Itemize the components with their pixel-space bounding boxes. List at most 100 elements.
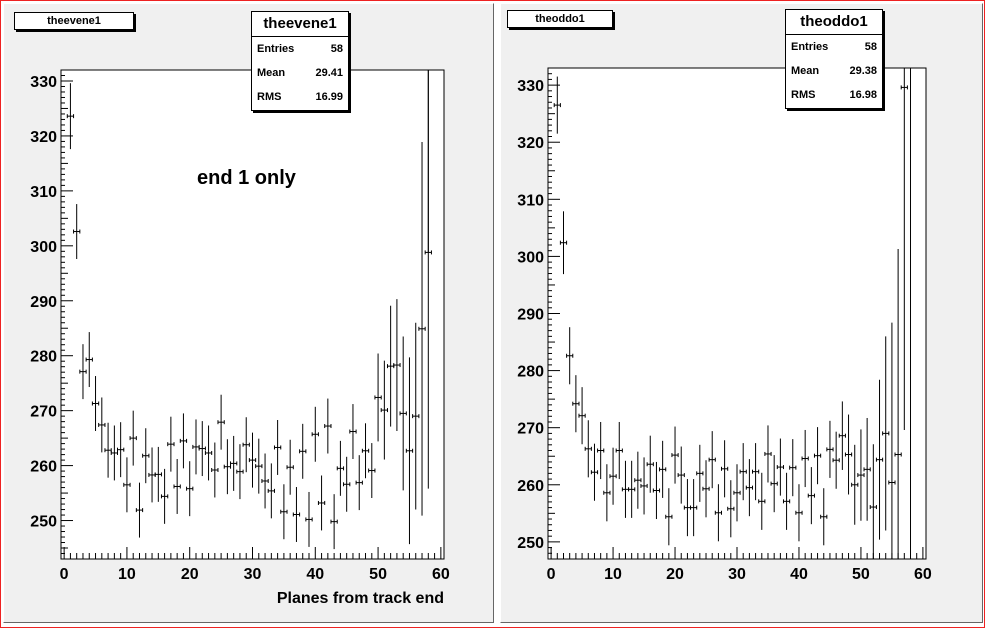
left-y-tick-label: 320 <box>30 129 57 146</box>
right-data-point <box>844 414 853 495</box>
right-stats-mean-label: Mean <box>791 65 820 77</box>
right-stats-entries-row: Entries 58 <box>786 35 882 59</box>
right-x-tick-label: 10 <box>604 566 622 583</box>
right-data-point <box>776 438 784 496</box>
right-data-point <box>584 420 592 478</box>
right-data-point <box>875 379 884 540</box>
left-pad[interactable]: 0 10 20 30 40 50 60 250 260 270 280 290 300 310 320 330… <box>3 3 494 623</box>
left-annotation: end 1 only <box>197 167 297 189</box>
right-data-point <box>764 425 772 483</box>
left-stats-box[interactable]: theevene1 Entries 58 Mean 29.41 RMS 16.9… <box>251 11 349 111</box>
left-data-point <box>66 83 75 150</box>
left-data-point <box>399 336 407 491</box>
left-x-tick-label: 30 <box>244 566 262 583</box>
right-data-point <box>609 447 617 505</box>
right-x-tick-label: 40 <box>790 566 808 583</box>
left-stats-entries-value: 58 <box>330 43 343 55</box>
left-data-point <box>299 423 307 479</box>
right-data-point <box>801 429 809 488</box>
right-stats-box[interactable]: theoddo1 Entries 58 Mean 29.38 RMS 16.98 <box>785 9 883 109</box>
left-y-tick-label: 330 <box>30 74 57 91</box>
right-x-tick-label: 30 <box>728 566 746 583</box>
left-data-point <box>374 353 382 442</box>
right-data-point <box>832 431 840 489</box>
left-data-point <box>91 376 100 431</box>
left-data-point <box>267 463 275 519</box>
left-data-point <box>248 432 257 488</box>
right-data-point <box>628 460 636 518</box>
right-y-tick-label: 260 <box>517 478 544 495</box>
right-y-tick-label: 300 <box>517 249 544 266</box>
right-data-point <box>863 417 871 521</box>
left-data-point <box>343 456 351 512</box>
right-data-point <box>882 336 890 531</box>
left-data-point <box>85 332 93 388</box>
right-data-point <box>640 457 648 515</box>
right-title-box[interactable]: theoddo1 <box>507 10 613 28</box>
left-data-point <box>355 455 363 511</box>
right-data-point <box>721 440 729 498</box>
left-data-point <box>204 425 213 481</box>
left-data-point <box>179 413 188 469</box>
left-data-point <box>380 360 388 460</box>
left-data-point <box>305 491 313 547</box>
right-data-point <box>733 464 741 522</box>
left-y-tick-label: 260 <box>30 459 57 476</box>
left-data-point <box>186 461 194 517</box>
right-data-point <box>745 459 753 517</box>
right-stats-name: theoddo1 <box>786 10 882 35</box>
left-data-point <box>311 406 319 462</box>
right-pad[interactable]: 0 10 20 30 40 50 60 250 260 270 280 290 300 310 320 330… <box>500 3 983 623</box>
right-data-point <box>553 76 561 134</box>
right-data-point <box>900 68 908 430</box>
right-data-point <box>566 327 574 385</box>
left-data-point <box>160 468 169 524</box>
right-data-point <box>807 467 815 525</box>
right-data-point <box>851 444 859 525</box>
left-data-point <box>317 475 326 531</box>
left-data-point <box>368 443 376 499</box>
left-data-point <box>405 357 414 545</box>
left-data-point <box>280 484 288 540</box>
left-stats-entries-label: Entries <box>257 43 295 55</box>
right-data-point <box>559 211 568 275</box>
right-stats-entries-value: 58 <box>864 41 877 53</box>
right-data-point <box>677 446 685 504</box>
right-data-point <box>690 479 698 537</box>
right-data-point <box>572 375 580 433</box>
left-title-box[interactable]: theevene1 <box>14 12 134 30</box>
left-data-point <box>273 419 282 475</box>
left-data-point <box>123 457 131 513</box>
left-data-point <box>349 404 357 460</box>
right-data-point <box>702 460 710 518</box>
right-stats-rms-label: RMS <box>791 89 816 101</box>
left-y-tick-label: 300 <box>30 239 57 256</box>
right-data-point <box>590 443 599 501</box>
left-data-point <box>261 453 269 509</box>
left-title: theevene1 <box>47 15 101 27</box>
left-data-point <box>330 494 338 550</box>
right-data-point <box>696 444 704 502</box>
left-data-point <box>211 442 219 498</box>
right-data-point <box>795 484 803 542</box>
left-data-point <box>286 439 294 495</box>
right-data-point <box>578 387 586 445</box>
left-data-point <box>217 394 225 450</box>
right-y-tick-label: 280 <box>517 364 544 381</box>
right-data-point <box>758 472 766 530</box>
left-data-point <box>198 421 206 477</box>
right-stats-mean-row: Mean 29.38 <box>786 59 882 83</box>
left-stats-entries-row: Entries 58 <box>252 37 348 61</box>
right-data-point <box>597 421 605 480</box>
left-y-tick-label: 310 <box>30 184 57 201</box>
right-stats-rms-row: RMS 16.98 <box>786 83 882 107</box>
left-y-tick-label: 280 <box>30 349 57 366</box>
right-data-point <box>615 421 623 480</box>
left-data-point <box>73 204 81 260</box>
left-data-point <box>117 422 125 478</box>
left-x-tick-label: 0 <box>60 566 69 583</box>
right-data-point <box>826 420 834 478</box>
right-y-tick-label: 250 <box>517 535 544 552</box>
left-stats-rms-value: 16.99 <box>315 91 343 103</box>
left-data-point <box>236 444 244 500</box>
